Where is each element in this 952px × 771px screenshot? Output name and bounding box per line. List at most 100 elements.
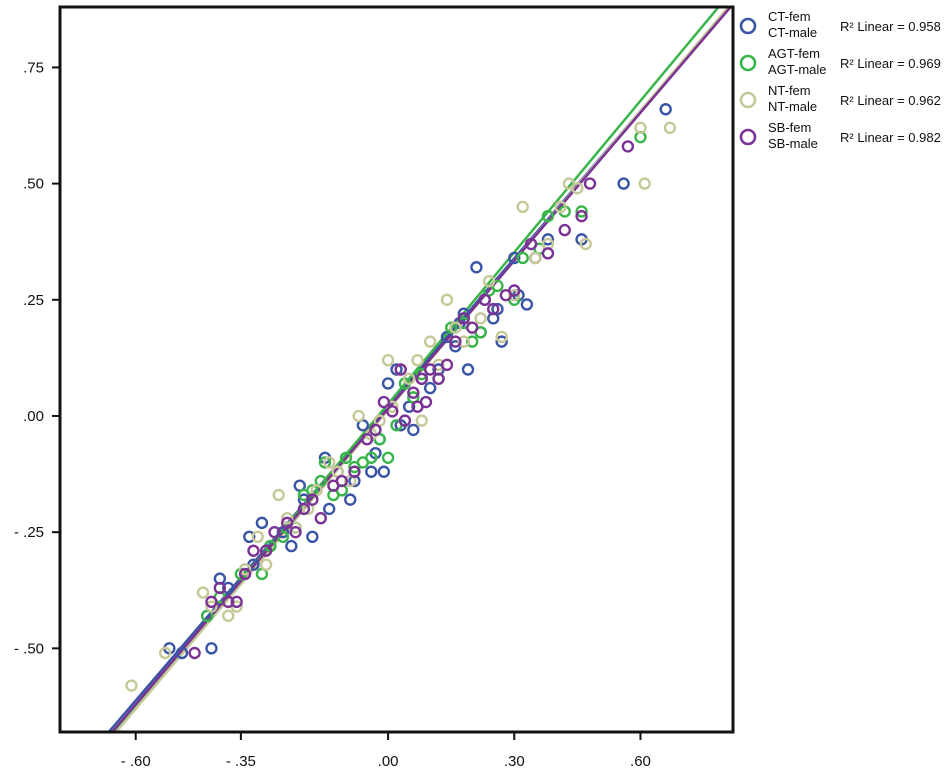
legend-label-series-2: NT-fem: [768, 83, 811, 98]
point-series-2-34: [495, 330, 508, 344]
point-series-2-29: [449, 321, 462, 334]
point-series-3-10: [289, 525, 302, 539]
y-tick-label: .00: [23, 408, 44, 425]
point-series-3-1: [205, 595, 218, 609]
legend-r2-series-3: R² Linear = 0.982: [840, 130, 941, 145]
x-tick-label: .60: [630, 753, 651, 770]
point-series-3-28: [432, 372, 445, 385]
x-tick-label: - .60: [121, 753, 151, 770]
axis-ticks-layer: - .60 - .35 .00 .30 .60 .75 .50 .25 .00 - .25 - .5…: [14, 59, 651, 770]
point-series-0-16: [323, 502, 336, 516]
point-series-1-31: [516, 251, 529, 265]
point-series-2-1: [158, 646, 172, 660]
point-series-3-22: [398, 414, 412, 427]
y-tick-label: .25: [23, 292, 44, 309]
point-series-1-16: [365, 451, 378, 465]
point-series-2-45: [663, 121, 677, 135]
point-series-0-50: [617, 177, 630, 190]
x-tick-label: .30: [504, 753, 525, 770]
point-series-2-10: [280, 512, 294, 525]
point-series-3-36: [508, 284, 521, 297]
point-series-0-11: [285, 539, 298, 553]
point-series-0-8: [255, 516, 269, 530]
point-series-3-13: [314, 512, 327, 525]
point-series-3-11: [297, 502, 311, 516]
y-tick-label: .75: [23, 59, 44, 76]
point-series-2-37: [529, 251, 542, 265]
y-tick-label: - .50: [14, 640, 44, 657]
point-series-1-35: [575, 205, 588, 218]
legend-marker-series-2: [739, 91, 757, 109]
point-series-3-18: [369, 423, 382, 437]
legend-marker-series-1: [739, 54, 757, 72]
legend-label-series-0: CT-fem: [768, 9, 811, 24]
point-series-1-18: [381, 451, 395, 465]
point-series-2-42: [579, 237, 592, 251]
point-series-0-18: [344, 493, 357, 506]
point-series-2-4: [222, 609, 235, 623]
legend-label-series-3: SB-fem: [768, 120, 811, 135]
point-series-1-10: [318, 456, 332, 469]
legend-r2-series-0: R² Linear = 0.958: [840, 19, 941, 34]
legend-label-series-0: CT-male: [768, 25, 817, 40]
point-series-0-31: [423, 381, 437, 395]
y-tick-label: .50: [23, 176, 44, 193]
point-series-3-12: [306, 493, 319, 506]
fit-line-series-3: [110, 7, 733, 732]
x-tick-label: .00: [378, 753, 399, 770]
point-series-3-40: [575, 209, 588, 223]
legend-marker-series-3: [739, 128, 757, 146]
legend-r2-series-1: R² Linear = 0.969: [840, 56, 941, 71]
point-series-3-19: [377, 395, 391, 409]
point-series-3-21: [394, 363, 407, 376]
point-series-2-43: [634, 121, 647, 135]
point-series-3-42: [621, 140, 635, 153]
point-series-0-29: [407, 423, 420, 437]
point-series-0-43: [495, 335, 508, 348]
point-series-0-37: [461, 363, 475, 376]
point-series-3-23: [407, 386, 420, 399]
point-series-3-8: [268, 525, 281, 539]
point-series-2-33: [482, 274, 496, 288]
point-series-2-39: [554, 200, 567, 214]
fit-lines-layer: [107, 7, 733, 732]
point-series-2-32: [474, 312, 487, 325]
point-series-3-15: [335, 474, 349, 488]
point-series-2-3: [205, 600, 218, 613]
point-series-2-28: [440, 293, 454, 306]
point-series-2-23: [402, 372, 416, 385]
point-series-0-42: [491, 302, 504, 316]
point-series-3-31: [457, 312, 470, 325]
point-series-3-17: [360, 433, 374, 446]
point-series-2-25: [415, 414, 428, 427]
point-series-0-26: [390, 363, 403, 376]
point-series-3-2: [213, 581, 227, 595]
legend-label-series-1: AGT-male: [768, 62, 827, 77]
point-series-1-13: [339, 451, 353, 465]
legend-label-series-3: SB-male: [768, 136, 818, 151]
point-series-2-9: [272, 488, 285, 502]
point-series-2-30: [457, 335, 470, 348]
point-series-3-16: [348, 465, 361, 478]
point-series-2-20: [381, 354, 395, 367]
point-series-3-32: [466, 321, 479, 334]
point-series-1-33: [541, 209, 555, 223]
point-series-3-29: [440, 358, 454, 372]
point-series-2-44: [638, 177, 651, 190]
point-series-0-44: [508, 251, 521, 265]
point-series-0-25: [381, 377, 395, 390]
point-series-3-20: [386, 405, 399, 418]
point-series-0-21: [365, 465, 378, 478]
point-series-1-26: [466, 335, 479, 348]
point-series-3-0: [188, 646, 201, 660]
point-series-3-33: [478, 293, 492, 306]
point-series-0-38: [470, 261, 483, 274]
point-series-2-14: [323, 456, 336, 469]
point-series-3-37: [524, 237, 538, 251]
point-series-3-9: [280, 516, 294, 530]
legend-label-series-2: NT-male: [768, 99, 817, 114]
point-series-2-26: [423, 335, 437, 348]
point-series-2-36: [516, 200, 529, 214]
